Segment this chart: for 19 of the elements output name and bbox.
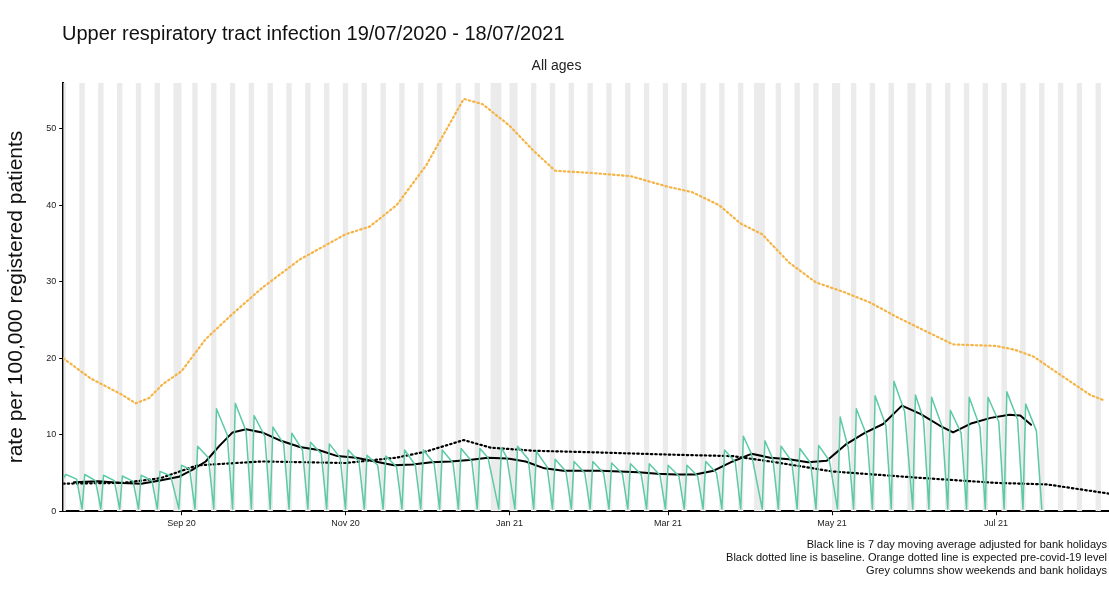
x-tick-label: Mar 21 (654, 518, 683, 529)
x-tick-label: Nov 20 (331, 518, 360, 529)
x-tick-label: Jan 21 (495, 518, 523, 529)
text: Black line is 7 day moving average adjusted for bank holidays (805, 538, 1107, 551)
y-tick-label: 0 (51, 505, 57, 516)
y-tick-label: 40 (46, 199, 57, 210)
y-tick-label: 50 (46, 123, 57, 134)
y-tick-label: 30 (46, 276, 57, 287)
chart-subtitle: All ages (531, 57, 582, 74)
chart-title: Upper respiratory tract infection 19/07/2020 - 18/07/2021 (62, 22, 565, 45)
line-series (63, 97, 1105, 405)
text: Grey columns show weekends and bank holidays (865, 564, 1107, 577)
x-tick-label: Jul 21 (984, 518, 1009, 529)
x-tick-label: May 21 (817, 518, 847, 529)
y-axis-title: rate per 100,000 registered patients (3, 130, 27, 464)
y-tick-label: 10 (46, 429, 57, 440)
text: Black dotted line is baseline. Orange dotted line is expected pre-covid-19 level (726, 551, 1107, 564)
x-tick-label: Sep 20 (167, 518, 196, 529)
y-tick-label: 20 (46, 352, 57, 363)
